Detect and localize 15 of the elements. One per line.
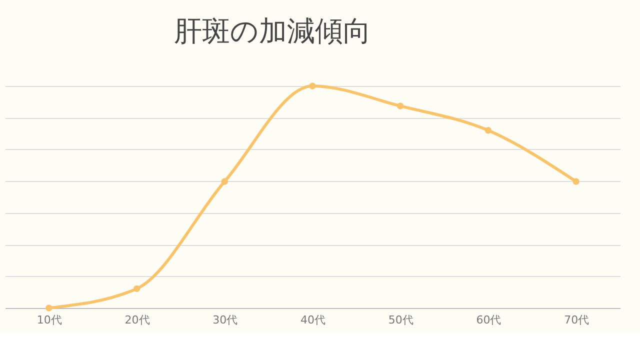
point [46, 304, 52, 312]
point [572, 178, 580, 185]
x-tick-label: 20代 [124, 314, 150, 326]
point [221, 178, 228, 185]
x-tick-label: 40代 [300, 314, 326, 326]
x-tick-label: 60代 [476, 314, 502, 326]
chart-title: 肝斑の加減傾向 [174, 14, 371, 48]
point [397, 102, 404, 110]
x-tick-label: 70代 [564, 314, 590, 326]
point [133, 285, 140, 292]
x-tick-label: 50代 [388, 314, 414, 326]
point [309, 82, 316, 90]
x-tick-label: 30代 [212, 314, 238, 326]
x-tick-label: 10代 [36, 314, 62, 326]
point [484, 127, 492, 134]
